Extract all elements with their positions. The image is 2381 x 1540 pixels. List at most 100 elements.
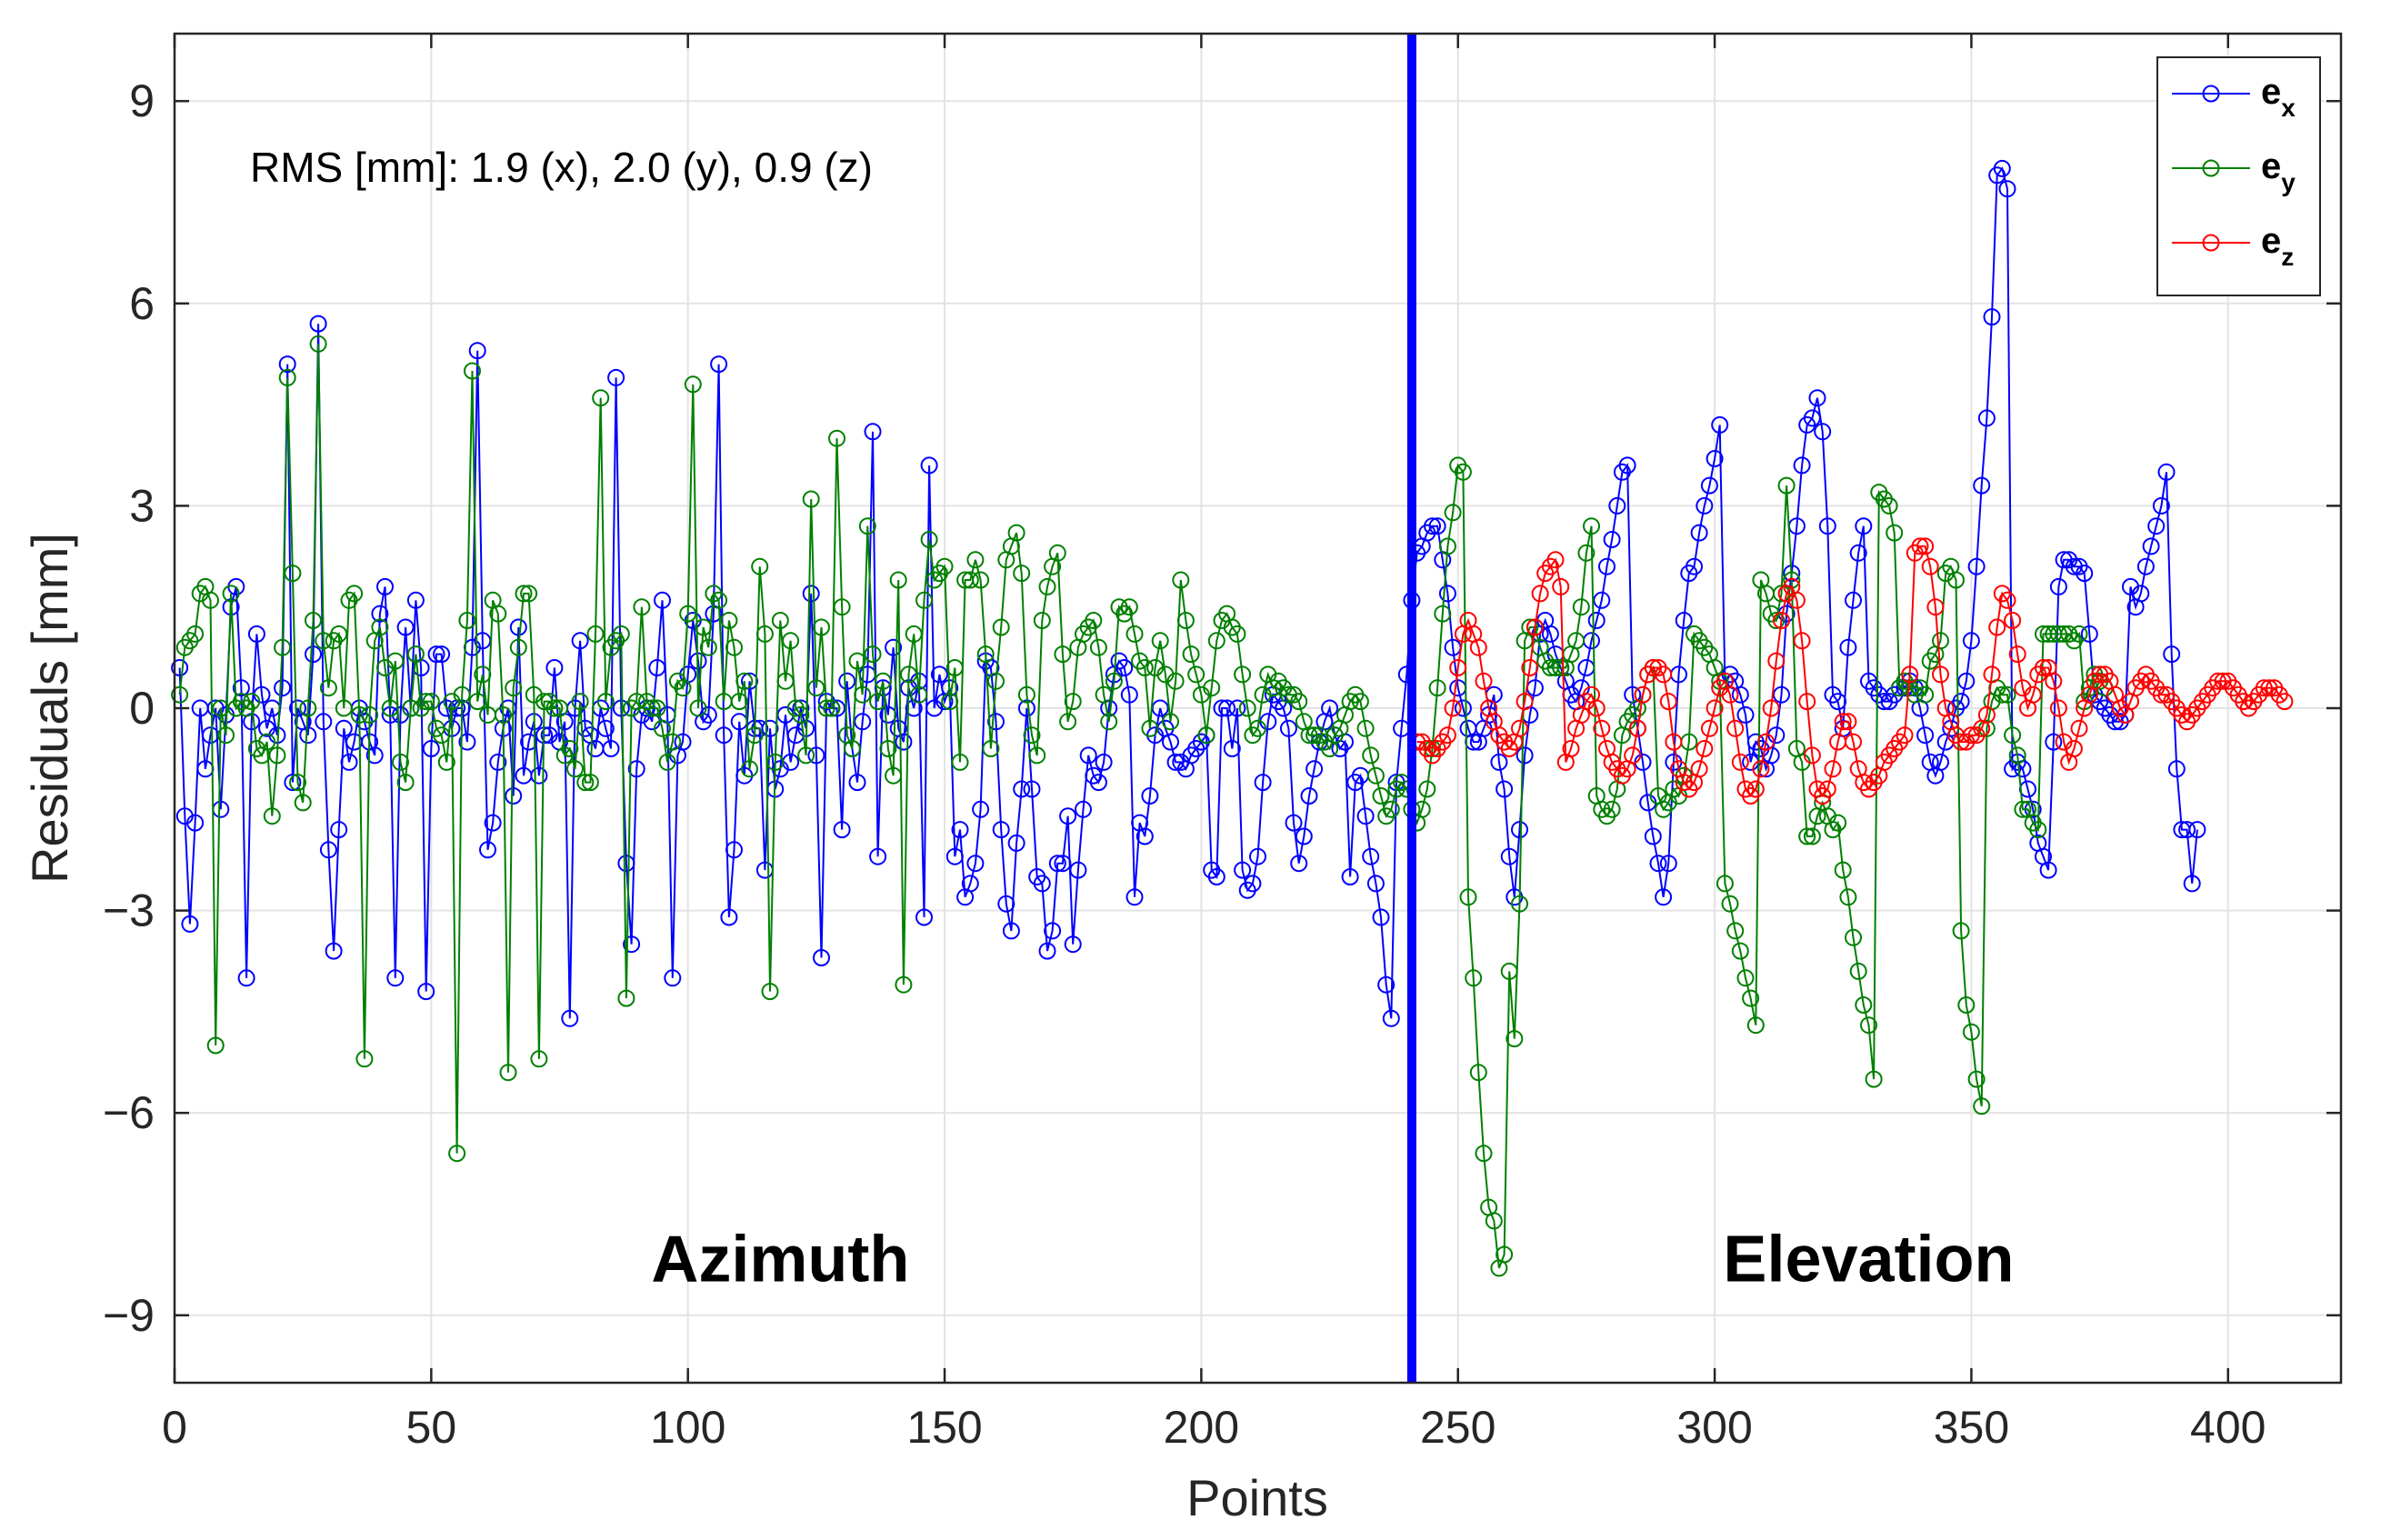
data-point-e_x bbox=[710, 355, 728, 374]
data-point-e_y bbox=[976, 645, 995, 664]
data-point-e_x bbox=[1295, 827, 1313, 845]
data-point-e_y bbox=[854, 685, 872, 704]
data-point-e_x bbox=[325, 942, 343, 960]
data-point-e_y bbox=[596, 693, 615, 711]
data-point-e_z bbox=[1767, 652, 1786, 670]
data-point-e_z bbox=[1762, 699, 1780, 717]
data-point-e_x bbox=[2045, 733, 2063, 751]
data-point-e_y bbox=[1736, 969, 1755, 987]
data-point-e_y bbox=[1855, 996, 1873, 1014]
data-point-e_x bbox=[2049, 577, 2067, 595]
data-point-e_y bbox=[1849, 962, 1867, 980]
data-point-e_x bbox=[1438, 585, 1456, 603]
data-point-e_y bbox=[268, 746, 286, 765]
data-point-e_y bbox=[1886, 524, 1904, 542]
data-point-e_x bbox=[1593, 591, 1611, 609]
rms-annotation: RMS [mm]: 1.9 (x), 2.0 (y), 0.9 (z) bbox=[250, 144, 873, 191]
data-point-e_z bbox=[2004, 612, 2022, 629]
data-point-e_y bbox=[489, 605, 507, 623]
data-point-e_y bbox=[515, 585, 533, 603]
data-point-e_x bbox=[648, 659, 666, 676]
data-point-e_y bbox=[612, 625, 630, 643]
data-point-e_x bbox=[1007, 834, 1025, 852]
data-point-e_y bbox=[422, 693, 440, 711]
data-point-e_x bbox=[1321, 699, 1339, 717]
data-point-e_y bbox=[1249, 719, 1266, 737]
legend-marker-e_y bbox=[2202, 159, 2220, 177]
data-point-e_y bbox=[1803, 827, 1821, 845]
data-point-e_y bbox=[843, 740, 861, 757]
data-point-e_x bbox=[1686, 557, 1703, 575]
data-point-e_x bbox=[2147, 517, 2166, 535]
data-point-e_y bbox=[309, 335, 327, 353]
data-point-e_z bbox=[1526, 618, 1544, 636]
data-point-e_y bbox=[1428, 679, 1446, 697]
data-point-e_y bbox=[1506, 1030, 1524, 1048]
x-tick-label: 350 bbox=[1934, 1402, 2009, 1453]
data-point-e_x bbox=[1279, 719, 1297, 737]
data-point-e_y bbox=[305, 612, 322, 629]
data-point-e_x bbox=[1115, 659, 1134, 676]
series-e_z bbox=[1408, 537, 2294, 805]
data-point-e_x bbox=[330, 821, 348, 839]
data-point-e_y bbox=[1444, 504, 1462, 522]
data-point-e_y bbox=[545, 699, 564, 717]
data-point-e_x bbox=[869, 847, 887, 865]
data-point-e_x bbox=[1285, 814, 1303, 832]
data-point-e_x bbox=[1300, 787, 1318, 805]
data-point-e_y bbox=[1382, 800, 1400, 818]
data-point-e_y bbox=[1742, 989, 1760, 1007]
data-point-e_y bbox=[813, 618, 830, 636]
data-point-e_x bbox=[232, 679, 250, 697]
data-point-e_y bbox=[792, 705, 810, 724]
data-point-e_y bbox=[695, 618, 713, 636]
data-point-e_y bbox=[1023, 726, 1041, 745]
data-point-e_z bbox=[2070, 719, 2088, 737]
data-point-e_x bbox=[2163, 645, 2181, 664]
data-point-e_y bbox=[1932, 632, 1949, 650]
data-point-e_x bbox=[627, 760, 645, 778]
data-point-e_z bbox=[1562, 740, 1580, 757]
data-point-e_y bbox=[1500, 962, 1518, 980]
data-point-e_y bbox=[1434, 605, 1452, 623]
data-point-e_x bbox=[987, 713, 1005, 731]
data-point-e_y bbox=[992, 618, 1010, 636]
data-point-e_y bbox=[1100, 713, 1118, 731]
data-point-e_y bbox=[299, 699, 317, 717]
data-point-e_z bbox=[2045, 672, 2063, 690]
data-point-e_y bbox=[468, 693, 486, 711]
legend-marker-e_z bbox=[2202, 234, 2220, 252]
data-point-e_y bbox=[392, 753, 409, 771]
data-point-e_x bbox=[1932, 753, 1949, 771]
data-point-e_x bbox=[1424, 517, 1441, 535]
data-point-e_y bbox=[263, 807, 281, 825]
data-point-e_x bbox=[1845, 591, 1862, 609]
data-point-e_z bbox=[1845, 733, 1862, 751]
data-point-e_x bbox=[885, 638, 903, 656]
y-tick-label: 0 bbox=[129, 683, 155, 734]
data-point-e_y bbox=[966, 551, 985, 569]
data-point-e_y bbox=[782, 632, 800, 650]
data-point-e_x bbox=[2188, 821, 2206, 839]
data-point-e_y bbox=[1577, 544, 1596, 562]
data-point-e_x bbox=[1356, 807, 1375, 825]
data-point-e_x bbox=[741, 672, 758, 690]
data-point-e_z bbox=[1834, 713, 1852, 731]
data-point-e_y bbox=[1187, 665, 1206, 684]
data-point-e_x bbox=[1306, 760, 1324, 778]
data-point-e_y bbox=[464, 362, 481, 380]
data-point-e_y bbox=[1998, 685, 2016, 704]
data-point-e_x bbox=[2183, 875, 2201, 893]
data-point-e_y bbox=[828, 429, 845, 447]
data-point-e_y bbox=[396, 774, 415, 792]
data-point-e_y bbox=[848, 652, 866, 670]
data-point-e_y bbox=[1362, 746, 1380, 765]
data-point-e_y bbox=[576, 774, 595, 792]
y-tick-label: 6 bbox=[129, 278, 155, 329]
data-point-e_y bbox=[684, 375, 702, 394]
data-point-e_x bbox=[1603, 531, 1621, 548]
series-line-e_y bbox=[178, 344, 2106, 1269]
data-point-e_x bbox=[807, 746, 825, 765]
data-point-e_z bbox=[1624, 746, 1642, 765]
data-point-e_y bbox=[869, 693, 887, 711]
